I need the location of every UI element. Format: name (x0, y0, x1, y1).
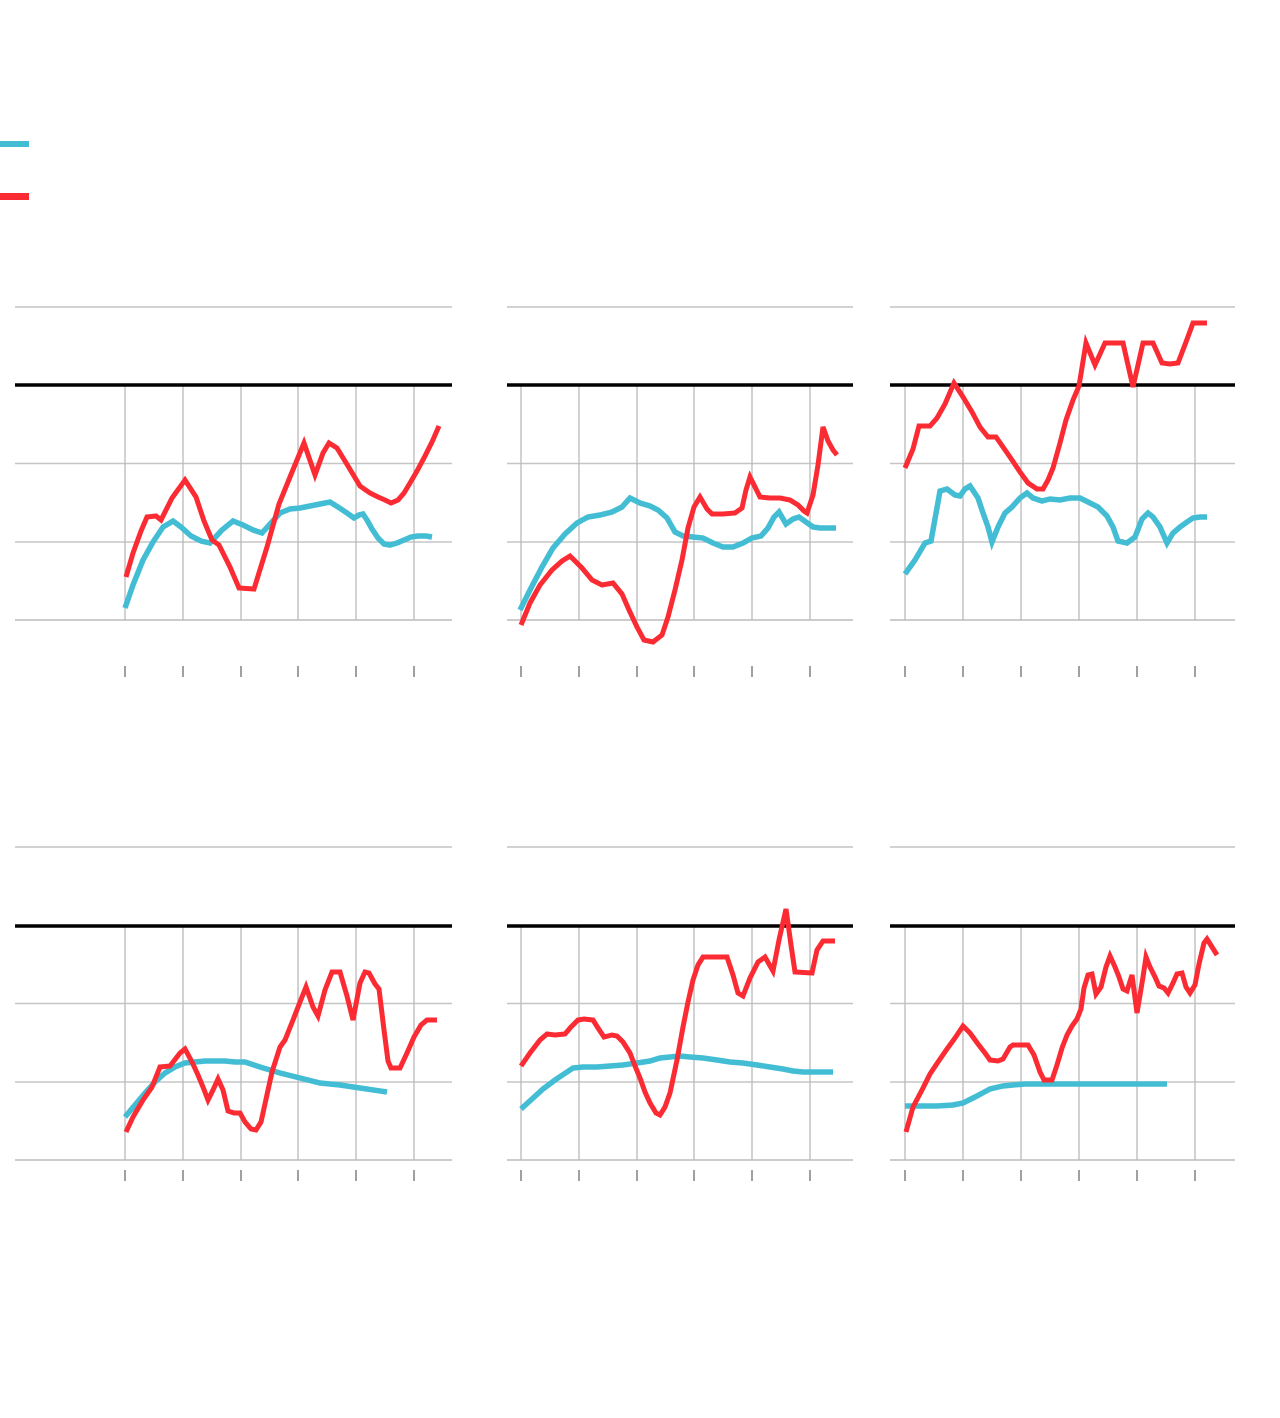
legend-swatch-red-line (0, 193, 29, 200)
chart-panel-bottom-right (890, 846, 1235, 1181)
legend-swatch-cyan-line (0, 141, 29, 147)
chart-panel-top-center (507, 306, 853, 677)
chart-panel-bottom-center (507, 846, 853, 1181)
chart-panel-bottom-left (15, 846, 452, 1181)
chart-panel-top-left (15, 306, 452, 677)
chart-panel-top-right (890, 306, 1235, 677)
